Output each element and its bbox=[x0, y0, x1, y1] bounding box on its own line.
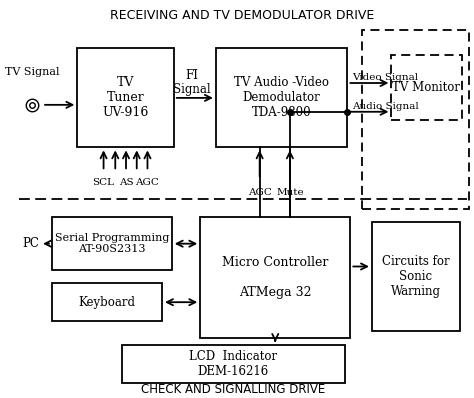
Text: Audio Signal: Audio Signal bbox=[352, 102, 419, 111]
Bar bbox=[52, 283, 162, 321]
Text: AS: AS bbox=[118, 178, 133, 187]
Text: Video Signal: Video Signal bbox=[352, 72, 419, 82]
Bar bbox=[52, 217, 172, 271]
Text: PC: PC bbox=[22, 237, 39, 250]
Text: Serial Programming
AT-90S2313: Serial Programming AT-90S2313 bbox=[55, 233, 169, 254]
Text: TV
Tuner
UV-916: TV Tuner UV-916 bbox=[102, 76, 149, 119]
Text: LCD  Indicator
DEM-16216: LCD Indicator DEM-16216 bbox=[189, 350, 277, 378]
Text: TV Signal: TV Signal bbox=[5, 67, 60, 77]
Text: CHECK AND SIGNALLING DRIVE: CHECK AND SIGNALLING DRIVE bbox=[141, 383, 326, 396]
Bar bbox=[122, 345, 345, 382]
Bar bbox=[362, 31, 469, 209]
Text: SCL: SCL bbox=[92, 178, 115, 187]
Text: Signal: Signal bbox=[173, 84, 210, 96]
Text: Mute: Mute bbox=[276, 187, 304, 197]
Bar bbox=[200, 217, 350, 338]
Text: AGC: AGC bbox=[136, 178, 159, 187]
Text: AGC: AGC bbox=[248, 187, 272, 197]
Text: RECEIVING AND TV DEMODULATOR DRIVE: RECEIVING AND TV DEMODULATOR DRIVE bbox=[110, 9, 374, 22]
Text: Micro Controller

ATMega 32: Micro Controller ATMega 32 bbox=[222, 256, 328, 299]
Bar bbox=[216, 48, 347, 148]
Bar bbox=[392, 55, 462, 120]
Text: Keyboard: Keyboard bbox=[79, 296, 136, 309]
Text: TV Monitor: TV Monitor bbox=[392, 81, 460, 94]
Text: Circuits for
Sonic
Warning: Circuits for Sonic Warning bbox=[382, 255, 449, 298]
Text: TV Audio -Video
Demodulator
TDA-9800: TV Audio -Video Demodulator TDA-9800 bbox=[234, 76, 329, 119]
Bar bbox=[77, 48, 174, 148]
Text: FI: FI bbox=[185, 68, 198, 82]
Bar bbox=[372, 222, 460, 331]
